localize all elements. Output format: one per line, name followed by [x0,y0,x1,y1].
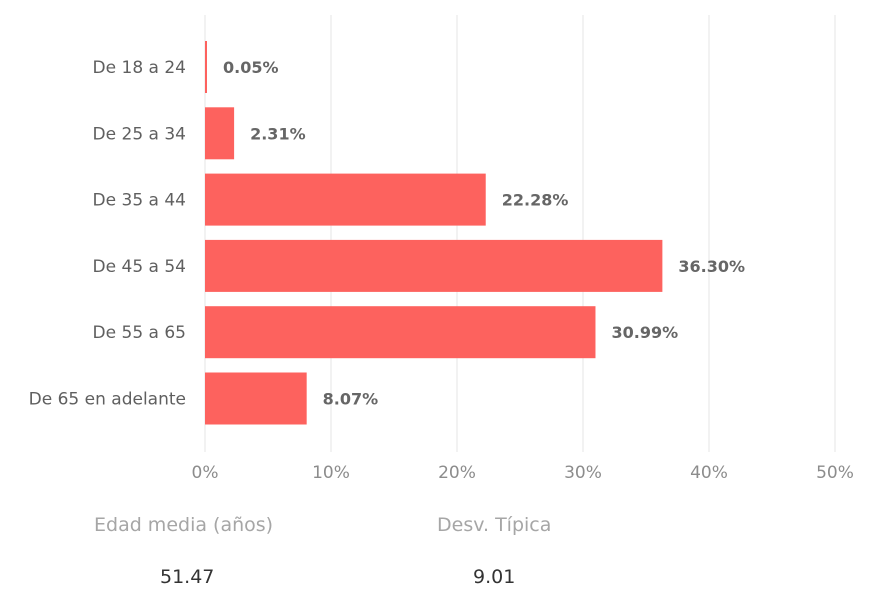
x-tick-label: 20% [438,463,476,483]
bar [205,41,207,93]
data-label: 2.31% [250,124,306,143]
age-distribution-chart: 0% 10% 20% 30% 40% 50% De 18 a 24 0.05% De 25 a … [29,15,854,483]
bar [205,107,235,160]
mean-age-label: Edad media (años) [94,514,274,536]
mean-age-value: 51.47 [160,566,215,588]
bar [205,173,486,226]
data-label: 36.30% [678,257,745,276]
x-tick-label: 10% [312,463,350,483]
std-dev-value: 9.01 [473,566,516,588]
data-label: 22.28% [502,191,569,210]
y-category-label: De 45 a 54 [93,257,186,277]
y-category-label: De 18 a 24 [93,58,186,78]
x-tick-label: 40% [690,463,728,483]
bar [205,239,663,292]
x-tick-label: 50% [816,463,854,483]
bar [205,306,596,359]
bar [205,372,307,425]
x-tick-label: 30% [564,463,602,483]
y-category-label: De 55 a 65 [93,323,186,343]
y-category-label: De 35 a 44 [93,191,186,211]
x-tick-label: 0% [192,463,219,483]
data-label: 0.05% [223,58,279,77]
data-label: 8.07% [323,390,379,409]
y-category-label: De 25 a 34 [93,124,186,144]
data-label: 30.99% [611,323,678,342]
std-dev-label: Desv. Típica [437,514,552,536]
y-category-label: De 65 en adelante [29,390,186,410]
